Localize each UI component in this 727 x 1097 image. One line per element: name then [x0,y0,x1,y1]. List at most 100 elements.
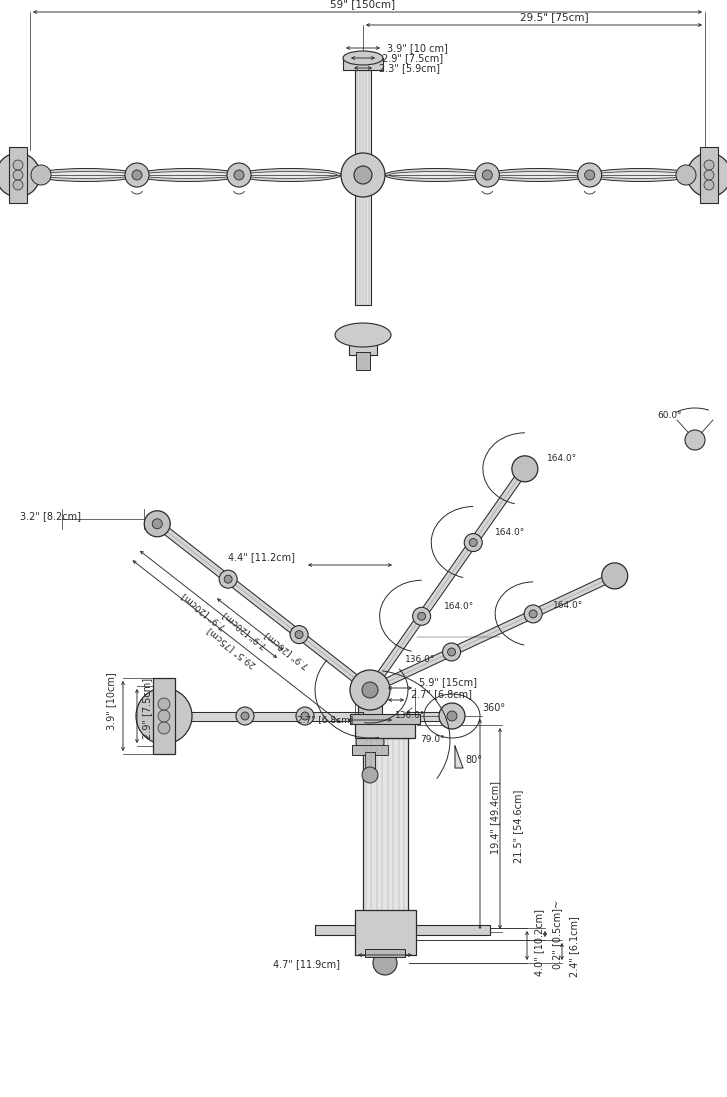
Text: 29.5" [75cm]: 29.5" [75cm] [206,626,257,669]
Bar [355,723,415,738]
Text: 164.0°: 164.0° [547,454,577,463]
Polygon shape [245,712,305,721]
Circle shape [512,456,538,482]
Circle shape [31,165,51,185]
Text: 3.9" [10cm]: 3.9" [10cm] [106,672,116,730]
Polygon shape [190,712,245,721]
Circle shape [443,643,461,661]
Circle shape [227,163,251,186]
Polygon shape [369,648,453,693]
Text: 7.9" [20cm]: 7.9" [20cm] [180,590,228,631]
Circle shape [529,610,537,618]
Circle shape [704,170,714,180]
Circle shape [602,563,627,589]
Circle shape [362,767,378,783]
Polygon shape [531,573,616,618]
Ellipse shape [335,323,391,347]
Ellipse shape [594,171,688,179]
Circle shape [448,648,456,656]
Circle shape [447,711,457,721]
Circle shape [296,706,314,725]
Circle shape [439,703,465,730]
Ellipse shape [141,171,235,179]
Text: 79.0°: 79.0° [420,735,445,745]
Bar [355,911,416,955]
Circle shape [0,152,40,197]
Text: 4.4" [11.2cm]: 4.4" [11.2cm] [228,552,295,562]
Text: 60.0°: 60.0° [658,411,683,420]
Ellipse shape [35,169,137,181]
Circle shape [362,682,378,698]
Bar [153,678,175,754]
Polygon shape [470,466,528,545]
Bar [365,753,375,772]
Circle shape [295,631,303,638]
Circle shape [704,160,714,170]
Text: 5.9" [15cm]: 5.9" [15cm] [419,677,477,687]
Ellipse shape [385,169,487,181]
Polygon shape [366,614,425,692]
Circle shape [465,533,482,552]
Circle shape [685,430,705,450]
Circle shape [350,670,390,710]
Circle shape [676,165,696,185]
Circle shape [301,712,309,720]
Circle shape [158,722,170,734]
Bar [365,949,405,957]
Circle shape [125,163,149,186]
Text: 80°: 80° [465,755,482,765]
Text: 21.5" [54.6cm]: 21.5" [54.6cm] [513,790,523,862]
Circle shape [13,180,23,190]
Ellipse shape [239,169,341,181]
Ellipse shape [343,50,383,65]
Ellipse shape [243,171,337,179]
Bar [9,147,27,203]
Ellipse shape [389,171,483,179]
Text: 29.5" [75cm]: 29.5" [75cm] [520,12,588,22]
Ellipse shape [590,169,692,181]
Circle shape [290,625,308,644]
Circle shape [224,575,232,584]
Circle shape [482,170,492,180]
Bar [363,738,408,915]
Bar [343,58,383,70]
Polygon shape [305,712,363,721]
Bar [350,714,420,724]
Text: 360°: 360° [482,703,505,713]
Circle shape [413,608,430,625]
Ellipse shape [487,169,590,181]
Text: 2.9" [7.5cm]: 2.9" [7.5cm] [382,53,443,63]
Polygon shape [455,746,463,768]
Text: 2.3" [5.9cm]: 2.3" [5.9cm] [379,63,440,73]
Bar [358,705,382,740]
Polygon shape [155,521,230,583]
Text: 164.0°: 164.0° [495,528,526,538]
Ellipse shape [137,169,239,181]
Text: 164.0°: 164.0° [443,602,474,611]
Circle shape [13,160,23,170]
Bar [355,70,371,305]
Circle shape [136,688,192,744]
Circle shape [578,163,602,186]
Text: 7.9" [20cm]: 7.9" [20cm] [221,611,269,651]
Text: 4.0" [10.2cm]: 4.0" [10.2cm] [534,908,544,975]
Circle shape [373,951,397,975]
Polygon shape [450,610,535,656]
Text: 136.0°: 136.0° [405,656,435,665]
Circle shape [219,570,237,588]
Text: 2.4" [6.1cm]: 2.4" [6.1cm] [569,917,579,977]
Circle shape [475,163,499,186]
Text: 59" [150cm]: 59" [150cm] [331,0,395,9]
Circle shape [704,180,714,190]
Circle shape [524,604,542,623]
Polygon shape [225,576,302,637]
Bar [352,745,388,755]
Circle shape [234,170,244,180]
Polygon shape [297,632,372,693]
Text: 2.9" [7.5cm]: 2.9" [7.5cm] [142,678,152,738]
Text: 3.2" [8.2cm]: 3.2" [8.2cm] [20,511,81,521]
Bar [700,147,718,203]
Bar [349,335,377,355]
Ellipse shape [39,171,133,179]
Bar [315,925,490,935]
